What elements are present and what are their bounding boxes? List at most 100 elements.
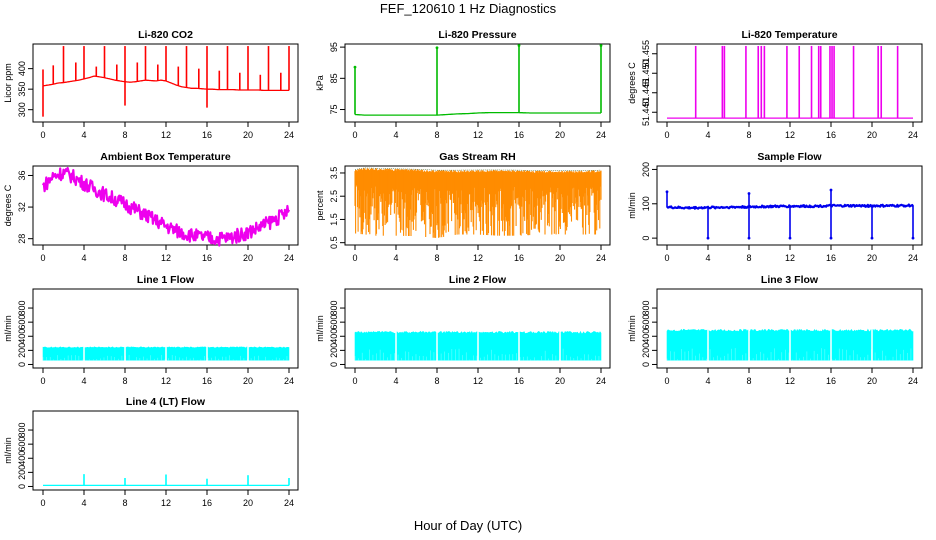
chart-title: Li-820 Pressure <box>438 29 516 41</box>
page-title: FEF_120610 1 Hz Diagnostics <box>379 1 557 16</box>
y-tick-label: 600 <box>17 315 27 330</box>
y-tick-label: 51.440 <box>641 98 651 126</box>
spike-point <box>747 236 751 240</box>
chart-title: Li-820 Temperature <box>741 29 837 41</box>
y-axis-label: ml/min <box>315 315 325 342</box>
x-tick-label: 24 <box>284 498 294 508</box>
x-tick-label: 20 <box>243 498 253 508</box>
y-tick-label: 2.5 <box>329 190 339 203</box>
chart-title: Sample Flow <box>757 151 822 163</box>
chart-title: Line 3 Flow <box>761 274 819 286</box>
x-tick-label: 24 <box>596 376 606 386</box>
x-tick-label: 24 <box>596 253 606 263</box>
y-tick-label: 0 <box>641 362 651 367</box>
y-tick-label: 600 <box>17 437 27 452</box>
chart-panel-1: Li-820 CO2 0 4 8 12 16 20 24 300 350 400 Licor ppm <box>3 29 299 140</box>
plot-marks <box>42 344 290 365</box>
x-tick-label: 8 <box>434 376 439 386</box>
y-tick-label: 1.5 <box>329 213 339 226</box>
x-tick-label: 0 <box>664 130 669 140</box>
x-tick-label: 8 <box>434 130 439 140</box>
y-tick-label: 600 <box>329 315 339 330</box>
x-tick-label: 0 <box>664 253 669 263</box>
spike-point <box>517 44 521 47</box>
x-tick-label: 0 <box>352 376 357 386</box>
chart-title: Line 2 Flow <box>449 274 507 286</box>
x-tick-label: 20 <box>555 376 565 386</box>
x-tick-label: 4 <box>81 498 86 508</box>
x-tick-label: 4 <box>393 376 398 386</box>
x-tick-label: 12 <box>161 498 171 508</box>
x-tick-label: 4 <box>705 130 710 140</box>
y-tick-label: 51.445 <box>641 79 651 107</box>
x-tick-label: 16 <box>514 253 524 263</box>
x-tick-label: 16 <box>202 253 212 263</box>
y-axis-label: kPa <box>315 75 325 91</box>
x-tick-label: 0 <box>40 376 45 386</box>
y-tick-label: 800 <box>17 301 27 316</box>
y-axis-label: percent <box>315 190 325 221</box>
series-line <box>666 203 914 210</box>
x-tick-label: 12 <box>785 130 795 140</box>
x-axis-label: Hour of Day (UTC) <box>413 518 523 533</box>
chart-panel-4: Ambient Box Temperature 0 4 8 12 16 20 24 28 32 36… <box>3 151 299 263</box>
x-tick-label: 12 <box>161 253 171 263</box>
x-tick-label: 0 <box>352 253 357 263</box>
series-line <box>42 166 291 247</box>
x-tick-label: 8 <box>746 253 751 263</box>
y-axis-label: degrees C <box>627 62 637 104</box>
y-tick-label: 400 <box>17 61 27 76</box>
chart-title: Li-820 CO2 <box>138 29 193 41</box>
x-tick-label: 12 <box>473 253 483 263</box>
x-tick-label: 16 <box>514 376 524 386</box>
x-tick-label: 20 <box>243 253 253 263</box>
y-tick-label: 95 <box>329 42 339 52</box>
spike-point <box>829 236 833 240</box>
x-tick-label: 0 <box>40 130 45 140</box>
spike-point <box>353 65 357 69</box>
y-tick-label: 200 <box>329 343 339 358</box>
x-tick-label: 24 <box>908 376 918 386</box>
y-tick-label: 0 <box>641 236 651 241</box>
x-tick-label: 4 <box>81 130 86 140</box>
x-tick-label: 12 <box>785 253 795 263</box>
x-tick-label: 8 <box>122 498 127 508</box>
x-tick-label: 8 <box>746 130 751 140</box>
spike-point <box>665 190 669 194</box>
x-tick-label: 20 <box>867 376 877 386</box>
x-tick-label: 20 <box>243 130 253 140</box>
spike-point <box>788 236 792 240</box>
y-tick-label: 400 <box>17 329 27 344</box>
y-tick-label: 0.5 <box>329 236 339 249</box>
y-axis-label: ml/min <box>627 192 637 219</box>
x-tick-label: 12 <box>161 376 171 386</box>
plot-frame <box>656 43 923 123</box>
x-tick-label: 8 <box>434 253 439 263</box>
plot-marks <box>353 44 603 116</box>
y-tick-label: 3.5 <box>329 167 339 180</box>
y-tick-label: 200 <box>641 162 651 177</box>
x-tick-label: 16 <box>826 130 836 140</box>
x-tick-label: 16 <box>826 376 836 386</box>
y-tick-label: 51.455 <box>641 40 651 68</box>
y-tick-label: 0 <box>329 362 339 367</box>
y-tick-label: 36 <box>17 170 27 180</box>
x-tick-label: 0 <box>352 130 357 140</box>
series-line <box>354 111 601 116</box>
x-tick-label: 12 <box>473 130 483 140</box>
y-axis-label: ml/min <box>627 315 637 342</box>
x-tick-label: 24 <box>284 376 294 386</box>
x-tick-label: 4 <box>393 130 398 140</box>
plot-marks <box>665 188 915 240</box>
x-tick-label: 24 <box>908 253 918 263</box>
y-axis-label: ml/min <box>3 437 13 464</box>
x-tick-label: 4 <box>393 253 398 263</box>
x-tick-label: 16 <box>202 498 212 508</box>
x-tick-label: 20 <box>555 130 565 140</box>
x-tick-label: 8 <box>746 376 751 386</box>
chart-panel-10: Line 4 (LT) Flow 0 4 8 12 16 20 24 0 200400600800… <box>3 396 299 508</box>
y-axis-label: degrees C <box>3 184 13 226</box>
x-tick-label: 20 <box>555 253 565 263</box>
x-tick-label: 24 <box>284 253 294 263</box>
x-tick-label: 8 <box>122 253 127 263</box>
